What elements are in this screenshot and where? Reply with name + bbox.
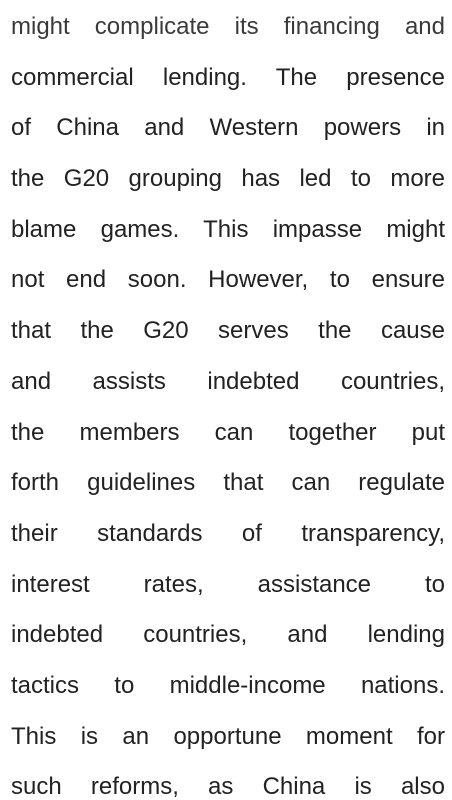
text-line: might complicate its financing and <box>11 13 445 40</box>
text-line: their standards of transparency, <box>11 519 445 547</box>
text-line: and assists indebted countries, <box>11 367 445 395</box>
text-line: such reforms, as China is also <box>11 773 445 800</box>
text-line: not end soon. However, to ensure <box>11 266 445 294</box>
text-line: blame games. This impasse might <box>11 215 445 243</box>
text-line: forth guidelines that can regulate <box>11 469 445 497</box>
text-line: interest rates, assistance to <box>11 570 445 598</box>
text-line: commercial lending. The presence <box>11 63 445 91</box>
text-line: indebted countries, and lending <box>11 621 445 649</box>
text-line: that the G20 serves the cause <box>11 317 445 345</box>
text-line: the members can together put <box>11 418 445 446</box>
text-line: This is an opportune moment for <box>11 722 445 750</box>
text-line: of China and Western powers in <box>11 114 445 142</box>
text-line: the G20 grouping has led to more <box>11 165 445 193</box>
text-line: tactics to middle-income nations. <box>11 671 445 699</box>
